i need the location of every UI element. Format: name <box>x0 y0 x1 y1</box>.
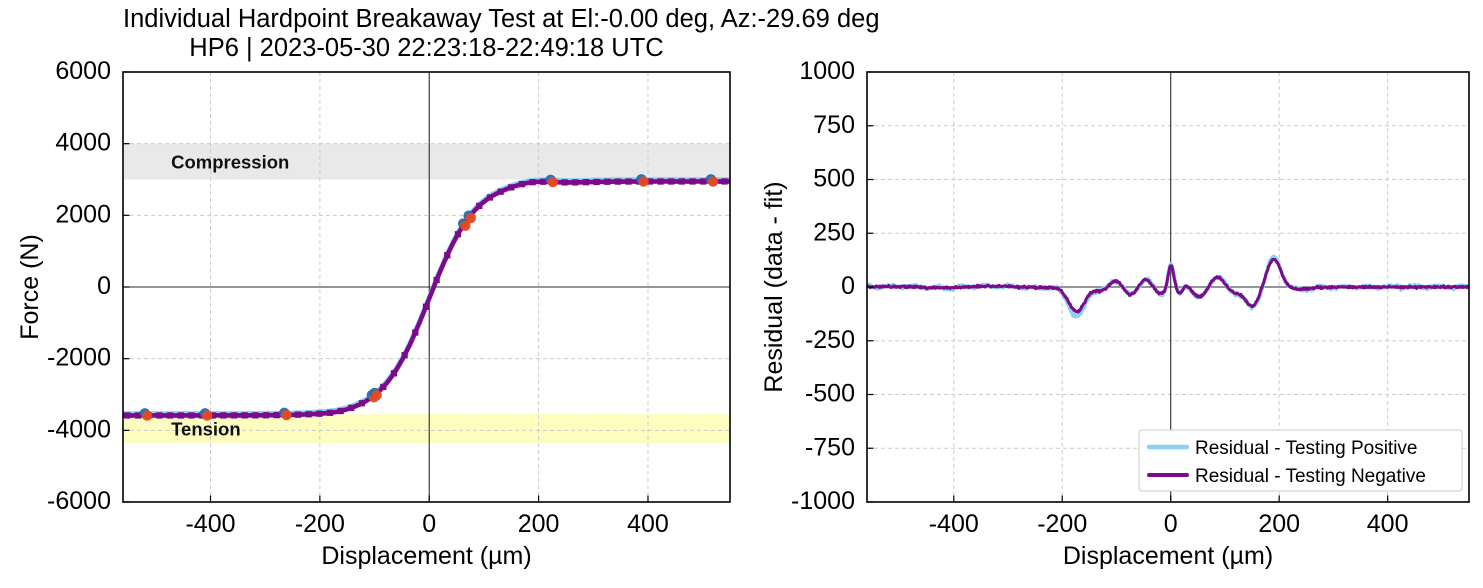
svg-text:Residual - Testing Negative: Residual - Testing Negative <box>1195 466 1426 487</box>
svg-text:6000: 6000 <box>55 57 111 85</box>
svg-text:0: 0 <box>1164 510 1178 538</box>
svg-text:-400: -400 <box>929 510 979 538</box>
svg-text:Force (N): Force (N) <box>16 234 44 340</box>
svg-text:200: 200 <box>1258 510 1300 538</box>
svg-text:0: 0 <box>422 510 436 538</box>
svg-text:-400: -400 <box>185 510 235 538</box>
svg-text:-500: -500 <box>805 380 855 408</box>
svg-text:-750: -750 <box>805 433 855 461</box>
svg-text:500: 500 <box>813 165 855 193</box>
svg-text:200: 200 <box>518 510 560 538</box>
svg-text:Displacement (µm): Displacement (µm) <box>1063 542 1273 570</box>
svg-text:Compression: Compression <box>171 152 289 173</box>
svg-text:0: 0 <box>97 272 111 300</box>
svg-text:-4000: -4000 <box>47 415 111 443</box>
svg-text:Residual (data - fit): Residual (data - fit) <box>760 181 788 392</box>
svg-text:4000: 4000 <box>55 129 111 157</box>
svg-text:2000: 2000 <box>55 200 111 228</box>
svg-text:-250: -250 <box>805 326 855 354</box>
svg-text:400: 400 <box>1367 510 1409 538</box>
svg-text:250: 250 <box>813 218 855 246</box>
svg-text:Residual - Testing Positive: Residual - Testing Positive <box>1195 438 1417 459</box>
svg-text:-200: -200 <box>295 510 345 538</box>
svg-text:1000: 1000 <box>799 57 855 85</box>
svg-text:0: 0 <box>841 272 855 300</box>
svg-text:-6000: -6000 <box>47 487 111 515</box>
svg-text:Tension: Tension <box>171 419 241 440</box>
svg-text:-2000: -2000 <box>47 344 111 372</box>
svg-text:400: 400 <box>627 510 669 538</box>
svg-text:Displacement (µm): Displacement (µm) <box>321 542 531 570</box>
svg-text:750: 750 <box>813 111 855 139</box>
svg-text:-1000: -1000 <box>791 487 855 515</box>
svg-text:-200: -200 <box>1037 510 1087 538</box>
